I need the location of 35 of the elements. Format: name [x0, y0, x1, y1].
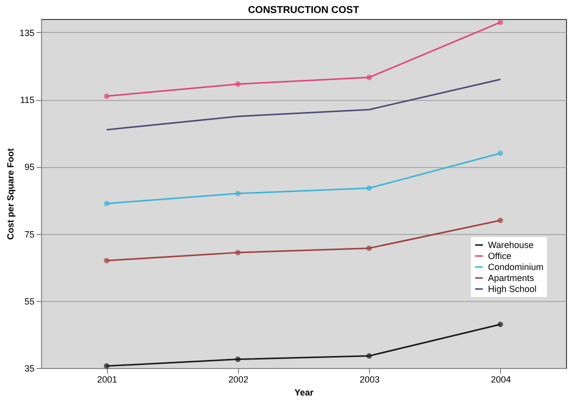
point	[366, 74, 372, 80]
legend-label: Office	[488, 251, 512, 261]
point	[498, 150, 504, 156]
point	[104, 363, 110, 369]
y-tick-label: 55	[24, 296, 34, 306]
x-tick-label: 2003	[360, 374, 380, 384]
y-tick-label: 75	[24, 229, 34, 240]
point	[498, 218, 504, 224]
point	[104, 200, 110, 206]
y-tick-label: 35	[24, 364, 34, 374]
point	[366, 185, 372, 191]
y-tick-label: 115	[20, 95, 34, 106]
point	[366, 353, 372, 359]
legend-label: Apartments	[488, 273, 535, 283]
x-tick-label: 2001	[97, 374, 118, 384]
point	[498, 20, 504, 26]
point	[366, 245, 372, 251]
point	[235, 190, 241, 196]
legend-label: Condominium	[488, 262, 544, 272]
point	[104, 93, 110, 99]
y-tick-label: 95	[24, 162, 34, 172]
point	[104, 258, 110, 264]
point	[235, 356, 241, 362]
point	[498, 322, 504, 328]
chart-title: CONSTRUCTION COST	[248, 5, 360, 16]
x-tick-label: 2004	[490, 374, 511, 384]
x-axis-title: Year	[294, 388, 314, 398]
legend-label: High School	[488, 284, 537, 294]
point	[235, 81, 241, 87]
line-series	[106, 78, 502, 130]
y-tick-label: 135	[19, 28, 34, 38]
y-axis-title: Cost per Square Foot	[5, 148, 16, 240]
legend-label: Warehouse	[488, 240, 534, 250]
point	[235, 250, 241, 256]
x-tick-label: 2002	[228, 374, 248, 384]
